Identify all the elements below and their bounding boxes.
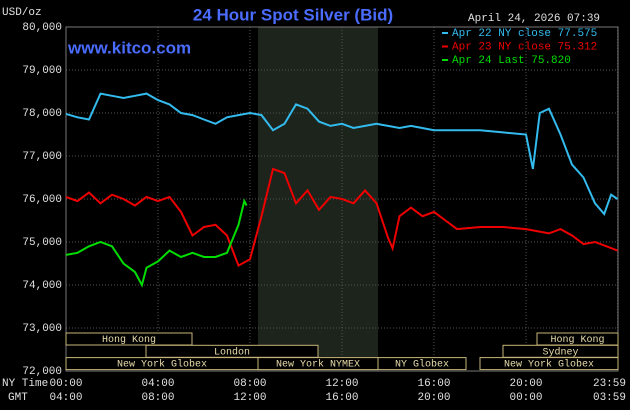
- x-tick-label: 00:00: [49, 378, 82, 390]
- session-label: Hong Kong: [102, 335, 156, 346]
- chart-date: April 24, 2026 07:39: [468, 13, 600, 25]
- y-tick-label: 75,000: [22, 237, 62, 249]
- x2-tick-label: 16:00: [325, 392, 358, 404]
- y-unit: USD/oz: [2, 7, 42, 19]
- x-tick-label: 20:00: [509, 378, 542, 390]
- y-tick-label: 74,000: [22, 280, 62, 292]
- x2-tick-label: 00:00: [509, 392, 542, 404]
- site-name: www.kitco.com: [67, 38, 191, 57]
- x-tick-label: 04:00: [141, 378, 174, 390]
- legend-name: Apr 23 NY close: [452, 41, 551, 53]
- legend-entry: Apr 22 NY close 77.575: [452, 28, 597, 40]
- session-label: New York NYMEX: [276, 359, 360, 371]
- x2-tick-label: 12:00: [233, 392, 266, 404]
- y-tick-label: 79,000: [22, 65, 62, 77]
- x-label: NY Time: [2, 378, 48, 390]
- y-tick-label: 76,000: [22, 194, 62, 206]
- y-tick-label: 78,000: [22, 108, 62, 120]
- x2-tick-label: 20:00: [417, 392, 450, 404]
- session-box: [479, 357, 619, 371]
- series-line: [65, 92, 619, 216]
- session-label: London: [214, 346, 250, 358]
- session-box: [65, 332, 193, 346]
- x2-tick-label: 03:59: [593, 392, 626, 404]
- legend-entry: Apr 23 NY close 75.312: [452, 41, 597, 53]
- x-tick-label: 12:00: [325, 378, 358, 390]
- session-label: New York Globex: [504, 359, 594, 371]
- y-tick-label: 73,000: [22, 323, 62, 335]
- chart-title: 24 Hour Spot Silver (Bid): [193, 5, 393, 24]
- x-tick-label: 08:00: [233, 378, 266, 390]
- y-tick-label: 72,000: [22, 366, 62, 378]
- legend-value: 75.820: [531, 55, 571, 67]
- x-tick-label: 16:00: [417, 378, 450, 390]
- legend-name: Apr 22 NY close: [452, 28, 551, 40]
- x2-tick-label: 08:00: [141, 392, 174, 404]
- legend-value: 77.575: [558, 28, 598, 40]
- x2-label: GMT: [8, 392, 28, 404]
- plot-frame: [65, 26, 619, 372]
- x2-tick-label: 04:00: [49, 392, 82, 404]
- session-label: Hong Kong: [550, 335, 604, 346]
- session-label: Sydney: [542, 346, 578, 358]
- x-tick-label: 23:59: [593, 378, 626, 390]
- session-label: NY Globex: [395, 359, 449, 371]
- session-label: New York Globex: [117, 359, 207, 371]
- y-tick-label: 80,000: [22, 22, 62, 34]
- legend-value: 75.312: [558, 41, 598, 53]
- series-line: [65, 198, 248, 288]
- legend-name: Apr 24 Last: [452, 55, 525, 67]
- legend-entry: Apr 24 Last 75.820: [452, 55, 571, 67]
- series-line: [65, 167, 618, 268]
- y-tick-label: 77,000: [22, 151, 62, 163]
- session-box: [377, 357, 467, 371]
